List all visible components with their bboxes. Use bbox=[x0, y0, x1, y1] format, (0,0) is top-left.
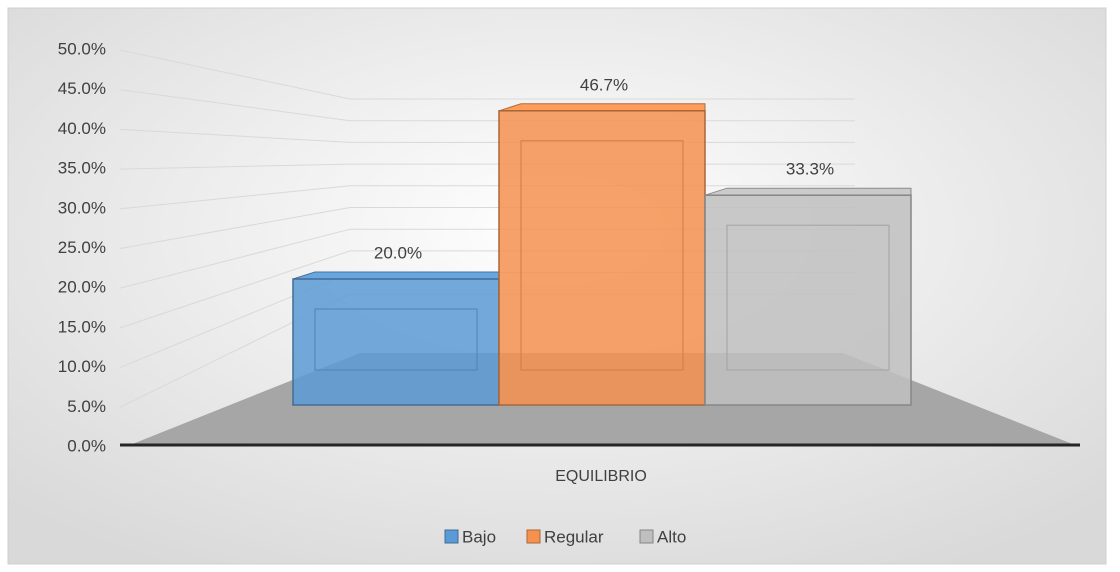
legend-swatch bbox=[444, 529, 459, 544]
y-tick-label: 50.0% bbox=[58, 39, 106, 58]
bar-top bbox=[292, 271, 500, 280]
legend-swatch bbox=[639, 529, 654, 544]
legend-label: Alto bbox=[657, 527, 686, 546]
y-tick-label: 15.0% bbox=[58, 317, 106, 336]
y-tick-label: 10.0% bbox=[58, 357, 106, 376]
y-tick-label: 45.0% bbox=[58, 79, 106, 98]
legend-label: Bajo bbox=[462, 527, 496, 546]
y-tick-label: 5.0% bbox=[67, 397, 106, 416]
y-tick-label: 0.0% bbox=[67, 436, 106, 455]
y-tick-label: 25.0% bbox=[58, 238, 106, 257]
y-tick-label: 20.0% bbox=[58, 278, 106, 297]
bar-back bbox=[726, 224, 890, 371]
x-tick-label: EQUILIBRIO bbox=[555, 468, 647, 485]
bar-back bbox=[520, 140, 684, 371]
legend-swatch bbox=[526, 529, 541, 544]
bar bbox=[498, 110, 706, 406]
bar bbox=[704, 194, 912, 406]
legend-label: Regular bbox=[544, 527, 604, 546]
grid-line bbox=[119, 49, 855, 100]
data-label: 20.0% bbox=[374, 243, 422, 262]
legend: Bajo Regular Alto bbox=[444, 527, 686, 546]
bar-top bbox=[498, 103, 706, 112]
y-tick-label: 30.0% bbox=[58, 198, 106, 217]
bars: 20.0% 46.7% 33.3% bbox=[292, 75, 912, 406]
bar-top bbox=[704, 187, 912, 196]
y-tick-label: 35.0% bbox=[58, 159, 106, 178]
bar-back bbox=[314, 308, 478, 371]
data-label: 33.3% bbox=[786, 160, 834, 179]
bar bbox=[292, 278, 500, 406]
y-tick-label: 40.0% bbox=[58, 119, 106, 138]
data-label: 46.7% bbox=[580, 75, 628, 94]
